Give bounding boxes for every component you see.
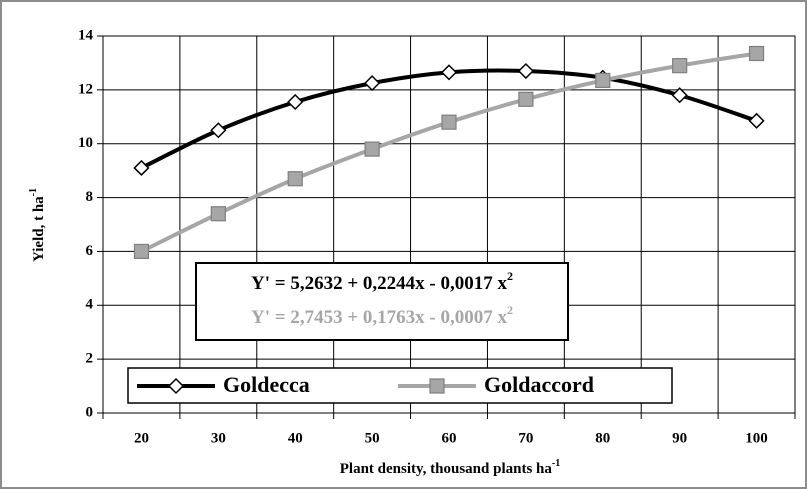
series-line xyxy=(140,51,757,254)
equation: Y' = 5,2632 + 0,2244x - 0,0017 x2 xyxy=(251,269,513,295)
x-tick-label: 80 xyxy=(595,430,610,446)
x-tick-label: 30 xyxy=(211,430,226,446)
series-marker xyxy=(287,171,303,187)
legend-label: Goldaccord xyxy=(484,372,594,397)
x-tick-label: 20 xyxy=(134,430,149,446)
series-marker xyxy=(518,91,534,107)
series-marker xyxy=(671,87,688,104)
series-marker xyxy=(210,206,226,222)
legend-label: Goldecca xyxy=(223,372,310,397)
x-tick-label: 40 xyxy=(288,430,303,446)
y-axis-label-text: Yield, t ha xyxy=(31,196,47,262)
y-axis-label-sup: -1 xyxy=(28,188,39,196)
equation-box xyxy=(195,262,569,341)
y-tick-label: 12 xyxy=(78,81,93,97)
y-tick-label: 0 xyxy=(86,404,94,420)
series-marker xyxy=(133,159,150,177)
legend-marker xyxy=(429,378,445,394)
x-tick-label: 60 xyxy=(442,430,457,446)
series-marker xyxy=(210,122,227,139)
series-marker xyxy=(748,45,765,62)
series-marker xyxy=(441,114,457,130)
equation-text: Y' = 5,2632 + 0,2244x - 0,0017 x xyxy=(251,273,507,294)
x-tick-label: 100 xyxy=(745,430,768,446)
x-axis-label-text: Plant density, thousand plants ha xyxy=(340,461,553,477)
legend-marker xyxy=(167,377,185,395)
series-marker xyxy=(364,75,381,92)
y-tick-label: 14 xyxy=(78,27,94,43)
plot xyxy=(133,45,765,260)
x-tick-label: 90 xyxy=(672,430,687,446)
series-marker xyxy=(133,243,150,260)
series-marker xyxy=(672,58,688,74)
equation: Y' = 2,7453 + 0,1763x - 0,0007 x2 xyxy=(251,303,513,329)
y-tick-label: 10 xyxy=(78,135,93,151)
x-tick-label: 50 xyxy=(365,430,380,446)
x-axis-label-sup: -1 xyxy=(552,458,560,469)
legend: Goldecca Goldaccord xyxy=(127,367,673,404)
y-axis-label: Yield, t ha-1 xyxy=(28,188,47,262)
series-marker xyxy=(364,141,380,157)
y-tick-label: 6 xyxy=(86,243,94,259)
equation-sup: 2 xyxy=(507,269,513,283)
series-marker xyxy=(287,93,304,111)
series-marker xyxy=(595,72,611,89)
series-marker xyxy=(517,62,534,80)
equation-sup: 2 xyxy=(507,303,513,317)
equation-text: Y' = 2,7453 + 0,1763x - 0,0007 x xyxy=(251,307,507,328)
series-marker xyxy=(440,64,458,81)
y-tick-label: 4 xyxy=(86,297,94,313)
series-marker xyxy=(748,112,765,129)
y-tick-label: 2 xyxy=(86,351,94,367)
x-tick-label: 70 xyxy=(518,430,533,446)
x-axis-label: Plant density, thousand plants ha-1 xyxy=(340,458,561,477)
y-tick-label: 8 xyxy=(86,189,94,205)
